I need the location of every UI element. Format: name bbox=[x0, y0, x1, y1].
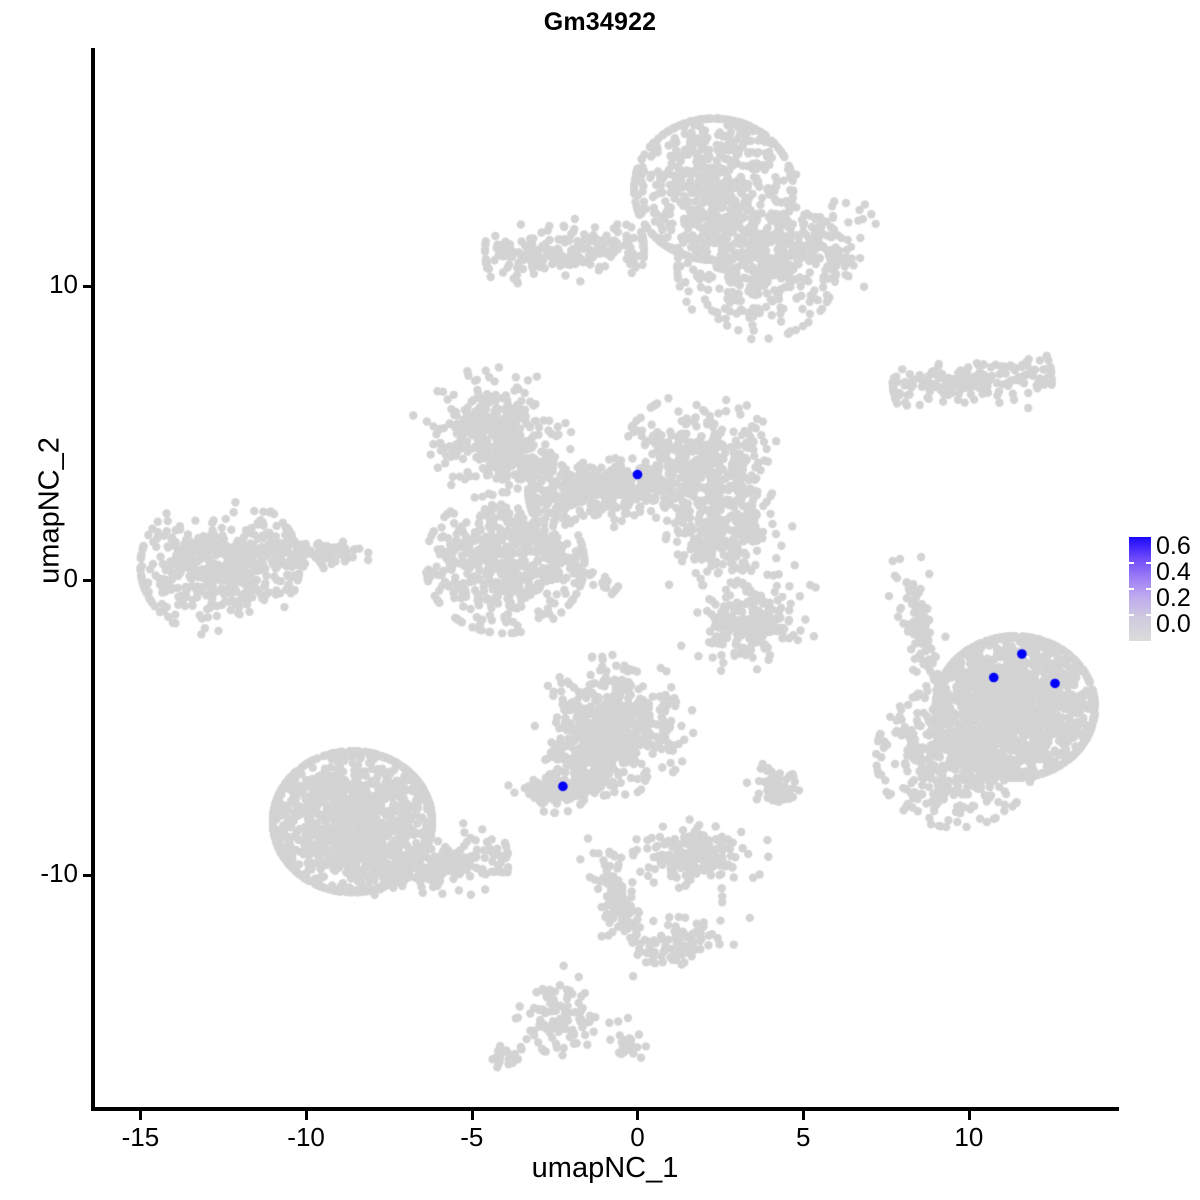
y-tick-mark bbox=[83, 285, 92, 289]
colorbar-tick-label: 0.2 bbox=[1156, 584, 1191, 612]
colorbar-tick-label: 0.0 bbox=[1156, 610, 1191, 638]
x-tick-mark bbox=[636, 1111, 640, 1120]
y-tick-label: -10 bbox=[40, 857, 78, 888]
colorbar-tick-left-2 bbox=[1129, 614, 1134, 616]
colorbar-tick-label: 0.4 bbox=[1156, 558, 1191, 586]
colorbar-tick-right-0 bbox=[1146, 562, 1151, 564]
y-axis-line bbox=[91, 48, 95, 1110]
x-tick-label: 5 bbox=[795, 1122, 811, 1152]
x-tick-label: -10 bbox=[287, 1122, 325, 1152]
x-tick-mark bbox=[470, 1111, 474, 1120]
y-axis-title: umapNC_2 bbox=[33, 437, 66, 584]
x-axis-title: umapNC_1 bbox=[531, 1152, 679, 1184]
x-tick-mark bbox=[802, 1111, 806, 1120]
x-tick-label: 10 bbox=[954, 1122, 984, 1152]
page-title: Gm34922 bbox=[543, 8, 657, 36]
color-legend[interactable]: 0.6 0.4 0.2 0.0 bbox=[1129, 532, 1199, 641]
x-tick-label: -15 bbox=[121, 1122, 160, 1152]
colorbar-tick-left-0 bbox=[1129, 562, 1134, 564]
colorbar-tick-right-2 bbox=[1146, 614, 1151, 616]
x-tick-label: 0 bbox=[630, 1122, 645, 1152]
x-axis-line bbox=[91, 1107, 1119, 1111]
x-tick-label: -5 bbox=[460, 1122, 484, 1152]
x-tick-mark bbox=[305, 1111, 309, 1120]
x-tick-mark bbox=[967, 1111, 971, 1120]
x-tick-mark bbox=[139, 1111, 143, 1120]
colorbar-tick-right-1 bbox=[1146, 588, 1151, 590]
colorbar-tick-label: 0.6 bbox=[1156, 532, 1191, 560]
y-tick-mark bbox=[83, 873, 92, 877]
y-tick-label: 10 bbox=[49, 269, 78, 300]
y-tick-mark bbox=[83, 579, 92, 583]
plot-panel[interactable] bbox=[94, 48, 1118, 1110]
y-tick-label: 0 bbox=[63, 563, 78, 594]
colorbar-gradient bbox=[1129, 537, 1151, 641]
colorbar-tick-left-1 bbox=[1129, 588, 1134, 590]
umap-scatter-canvas[interactable] bbox=[94, 48, 1118, 1110]
